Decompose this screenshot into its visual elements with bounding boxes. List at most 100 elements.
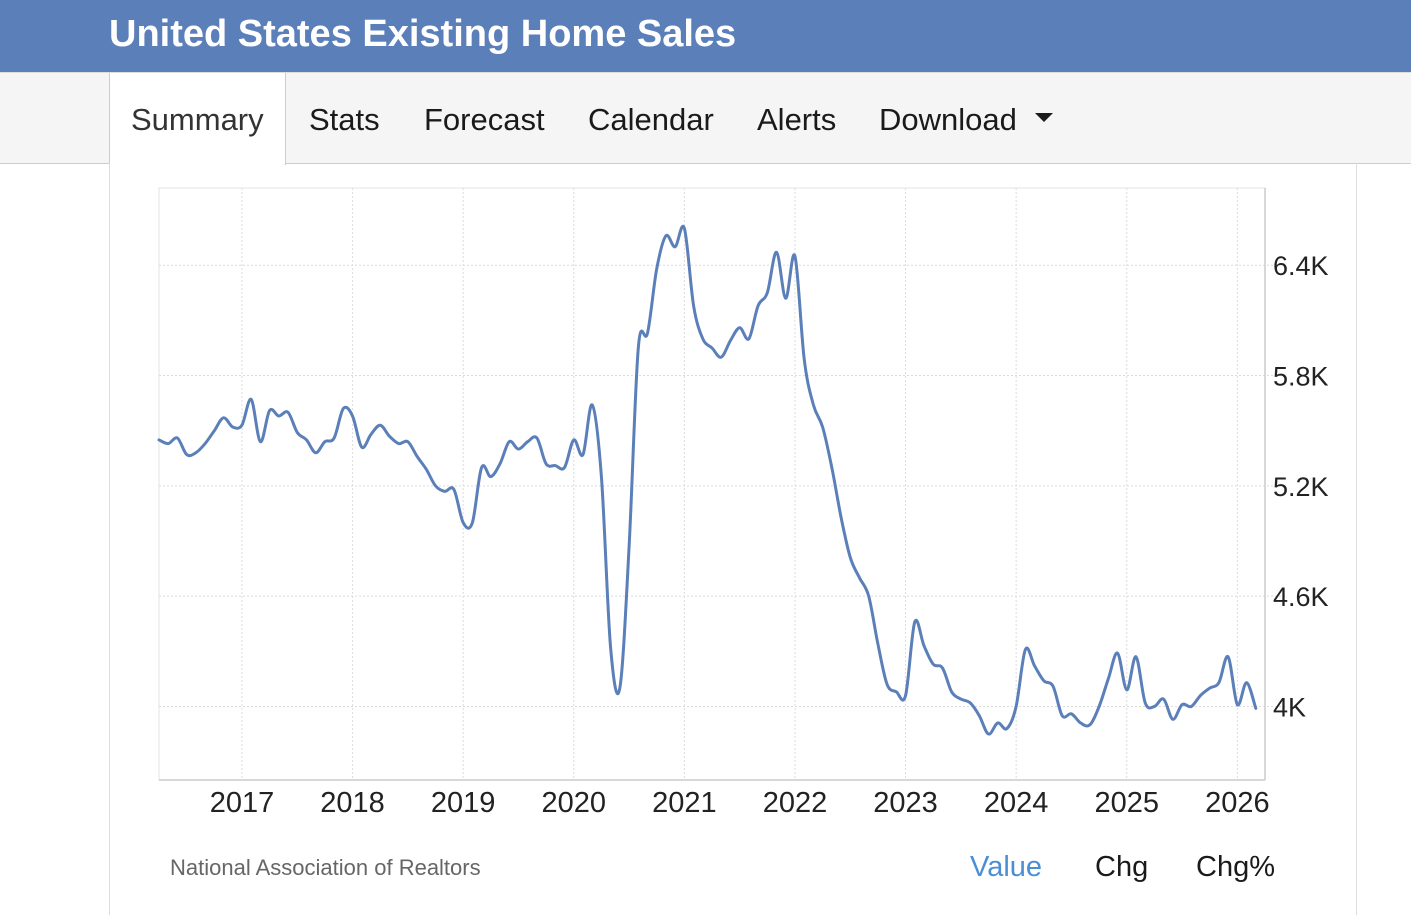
data-point [1105, 676, 1111, 682]
data-point [939, 665, 945, 671]
data-point [174, 435, 180, 441]
data-point [1041, 678, 1047, 684]
x-tick-label: 2024 [984, 787, 1049, 819]
data-point [1225, 654, 1231, 660]
tab-summary-label: Summary [131, 102, 264, 137]
data-point [1004, 726, 1010, 732]
tab-calendar-label: Calendar [588, 102, 714, 137]
data-point [442, 488, 448, 494]
data-point [1032, 663, 1038, 669]
x-tick-label: 2019 [431, 787, 496, 819]
y-tick-label: 4.6K [1273, 582, 1329, 612]
x-tick-label: 2018 [320, 787, 385, 819]
data-point [737, 325, 743, 331]
data-point [986, 731, 992, 737]
data-point [304, 437, 310, 443]
tab-alerts[interactable]: Alerts [757, 73, 836, 163]
data-point [810, 402, 816, 408]
chart-panel [109, 163, 1357, 915]
data-point [276, 413, 282, 419]
x-tick-label: 2017 [210, 787, 275, 819]
tab-forecast-label: Forecast [424, 102, 545, 137]
x-gridlines [241, 188, 1238, 780]
y-tick-labels: 4K 4.6K 5.2K 5.8K 6.4K [1273, 251, 1329, 722]
data-point [820, 424, 826, 430]
series-line [157, 224, 1258, 736]
tab-stats[interactable]: Stats [309, 73, 380, 163]
data-point [995, 720, 1001, 726]
data-point [414, 453, 420, 459]
data-point [1216, 680, 1222, 686]
data-point [156, 437, 162, 443]
data-point [248, 396, 254, 402]
data-point [893, 689, 899, 695]
data-point [433, 483, 439, 489]
title-bar: United States Existing Home Sales [0, 0, 1411, 72]
y-tick-label: 4K [1273, 692, 1306, 722]
data-point [921, 643, 927, 649]
tab-download[interactable]: Download [879, 73, 1053, 163]
data-point [755, 303, 761, 309]
chg-toggle[interactable]: Chg [1095, 851, 1149, 883]
page-title: United States Existing Home Sales [109, 13, 737, 55]
data-point [460, 520, 466, 526]
data-point [534, 435, 540, 441]
tab-calendar[interactable]: Calendar [588, 73, 714, 163]
data-point [386, 433, 392, 439]
data-point [958, 696, 964, 702]
chg-percent-toggle[interactable]: Chg% [1196, 851, 1275, 883]
data-point [709, 345, 715, 351]
data-point [1115, 650, 1121, 656]
data-point [829, 465, 835, 471]
data-point [184, 452, 190, 458]
tab-forecast[interactable]: Forecast [424, 73, 545, 163]
data-point [774, 249, 780, 255]
data-point [193, 450, 199, 456]
data-point [230, 424, 236, 430]
data-point [617, 685, 623, 691]
y-tick-label: 5.8K [1273, 362, 1329, 392]
data-point [1253, 705, 1259, 711]
value-toggle[interactable]: Value [970, 851, 1043, 883]
data-point [1059, 713, 1065, 719]
y-tick-label: 5.2K [1273, 472, 1329, 502]
tab-stats-label: Stats [309, 102, 380, 137]
data-point [1124, 687, 1130, 693]
data-point [598, 474, 604, 480]
data-point [1142, 700, 1148, 706]
data-point [663, 233, 669, 239]
data-point [313, 450, 319, 456]
data-point [525, 439, 531, 445]
data-point [608, 645, 614, 651]
data-point [718, 354, 724, 360]
data-point [1068, 711, 1074, 717]
data-point [562, 465, 568, 471]
x-tick-label: 2020 [541, 787, 606, 819]
data-point [1170, 716, 1176, 722]
data-point [506, 439, 512, 445]
data-point [847, 555, 853, 561]
x-tick-label: 2022 [763, 787, 828, 819]
data-point [294, 430, 300, 436]
y-tick-label: 6.4K [1273, 251, 1329, 281]
data-point [331, 435, 337, 441]
data-point [211, 428, 217, 434]
data-point [516, 446, 522, 452]
data-point [866, 593, 872, 599]
data-point [1022, 647, 1028, 653]
data-point [672, 244, 678, 250]
data-point [1234, 702, 1240, 708]
x-tick-label: 2026 [1205, 787, 1270, 819]
data-point [912, 619, 918, 625]
data-point [1133, 654, 1139, 660]
data-point [967, 700, 973, 706]
data-point [1050, 683, 1056, 689]
data-point [783, 295, 789, 301]
data-point [359, 444, 365, 450]
tab-summary[interactable]: Summary [109, 73, 286, 165]
data-point [239, 422, 245, 428]
data-point [949, 689, 955, 695]
data-point [635, 345, 641, 351]
data-point [654, 266, 660, 272]
data-point [322, 439, 328, 445]
